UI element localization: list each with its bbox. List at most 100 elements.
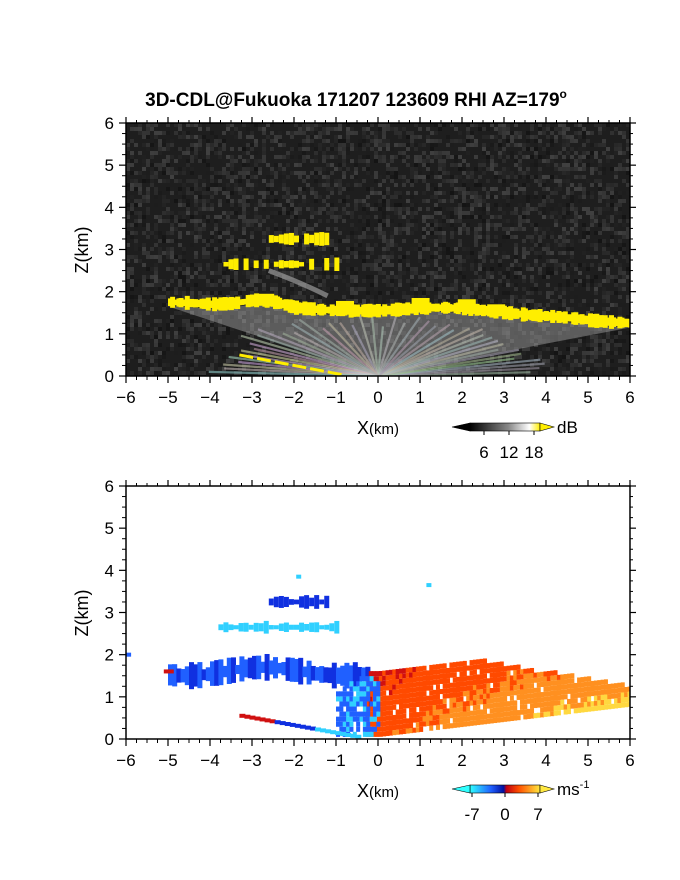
noise-pixel: [390, 175, 394, 179]
noise-pixel: [290, 295, 294, 299]
velocity-cell: [315, 667, 320, 681]
noise-pixel: [598, 143, 602, 147]
noise-pixel: [590, 191, 594, 195]
noise-pixel: [502, 179, 506, 183]
noise-pixel: [274, 203, 278, 207]
noise-pixel: [450, 319, 454, 323]
noise-pixel: [266, 311, 270, 315]
noise-pixel: [450, 199, 454, 203]
noise-pixel: [486, 243, 490, 247]
noise-pixel: [550, 155, 554, 159]
noise-pixel: [450, 143, 454, 147]
noise-pixel: [198, 179, 202, 183]
noise-pixel: [610, 255, 614, 259]
noise-pixel: [590, 159, 594, 163]
noise-pixel: [550, 215, 554, 219]
noise-pixel: [570, 255, 574, 259]
noise-pixel: [362, 203, 366, 207]
noise-pixel: [598, 335, 602, 339]
noise-pixel: [370, 359, 374, 363]
noise-pixel: [422, 151, 426, 155]
noise-pixel: [478, 199, 482, 203]
colorbar-gradient: [469, 422, 541, 432]
noise-pixel: [394, 291, 398, 295]
noise-pixel: [162, 203, 166, 207]
x-tick-label: 4: [541, 388, 550, 407]
noise-pixel: [566, 171, 570, 175]
noise-pixel: [402, 227, 406, 231]
noise-pixel: [546, 127, 550, 131]
noise-pixel: [386, 171, 390, 175]
noise-pixel: [166, 147, 170, 151]
noise-pixel: [470, 191, 474, 195]
noise-pixel: [390, 235, 394, 239]
noise-pixel: [218, 255, 222, 259]
noise-pixel: [558, 171, 562, 175]
noise-pixel: [286, 331, 290, 335]
noise-pixel: [278, 167, 282, 171]
noise-pixel: [366, 123, 370, 127]
noise-pixel: [506, 355, 510, 359]
noise-pixel: [346, 195, 350, 199]
noise-pixel: [598, 239, 602, 243]
noise-pixel: [478, 315, 482, 319]
noise-pixel: [254, 183, 258, 187]
noise-pixel: [462, 159, 466, 163]
noise-pixel: [434, 207, 438, 211]
noise-pixel: [346, 207, 350, 211]
noise-pixel: [246, 203, 250, 207]
noise-pixel: [266, 323, 270, 327]
noise-pixel: [350, 131, 354, 135]
noise-pixel: [262, 287, 266, 291]
velocity-cell: [319, 666, 325, 683]
noise-pixel: [342, 347, 346, 351]
noise-pixel: [358, 183, 362, 187]
noise-pixel: [370, 347, 374, 351]
noise-pixel: [566, 239, 570, 243]
noise-pixel: [626, 171, 630, 175]
noise-pixel: [370, 147, 374, 151]
noise-pixel: [286, 231, 290, 235]
noise-pixel: [378, 219, 382, 223]
noise-pixel: [510, 295, 514, 299]
noise-pixel: [462, 267, 466, 271]
noise-pixel: [506, 171, 510, 175]
noise-pixel: [138, 219, 142, 223]
noise-pixel: [262, 319, 266, 323]
noise-pixel: [262, 191, 266, 195]
noise-pixel: [278, 231, 282, 235]
noise-pixel: [610, 227, 614, 231]
noise-pixel: [202, 159, 206, 163]
noise-pixel: [590, 255, 594, 259]
noise-pixel: [126, 311, 130, 315]
noise-pixel: [522, 187, 526, 191]
noise-pixel: [302, 291, 306, 295]
noise-pixel: [150, 371, 154, 375]
noise-pixel: [310, 123, 314, 127]
noise-pixel: [526, 219, 530, 223]
noise-pixel: [186, 135, 190, 139]
noise-pixel: [322, 255, 326, 259]
noise-pixel: [606, 123, 610, 127]
noise-pixel: [226, 279, 230, 283]
noise-pixel: [246, 331, 250, 335]
noise-pixel: [282, 179, 286, 183]
noise-pixel: [522, 131, 526, 135]
echo-cell: [627, 318, 630, 328]
noise-pixel: [334, 183, 338, 187]
noise-pixel: [494, 163, 498, 167]
noise-pixel: [534, 347, 538, 351]
echo-ray: [322, 327, 379, 376]
noise-pixel: [582, 351, 586, 355]
noise-pixel: [406, 219, 410, 223]
noise-pixel: [382, 123, 386, 127]
noise-pixel: [194, 323, 198, 327]
noise-pixel: [378, 335, 382, 339]
noise-pixel: [138, 155, 142, 159]
noise-pixel: [270, 195, 274, 199]
noise-pixel: [206, 323, 210, 327]
noise-pixel: [606, 223, 610, 227]
noise-pixel: [130, 203, 134, 207]
noise-pixel: [130, 287, 134, 291]
noise-pixel: [290, 131, 294, 135]
